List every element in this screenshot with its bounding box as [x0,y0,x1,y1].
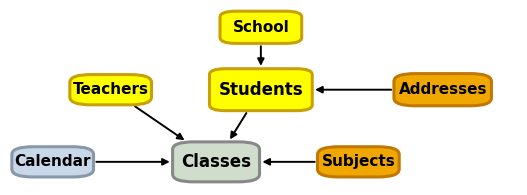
Text: Addresses: Addresses [398,82,487,97]
Text: Subjects: Subjects [321,154,395,169]
Text: Classes: Classes [181,153,251,171]
FancyBboxPatch shape [209,69,312,111]
Text: Students: Students [219,81,303,99]
Text: Calendar: Calendar [14,154,91,169]
Text: School: School [232,20,289,35]
Text: Teachers: Teachers [73,82,149,97]
FancyBboxPatch shape [70,74,152,105]
FancyBboxPatch shape [317,147,399,177]
FancyBboxPatch shape [172,142,259,182]
FancyBboxPatch shape [220,11,301,43]
FancyBboxPatch shape [394,74,491,106]
FancyBboxPatch shape [12,147,94,177]
